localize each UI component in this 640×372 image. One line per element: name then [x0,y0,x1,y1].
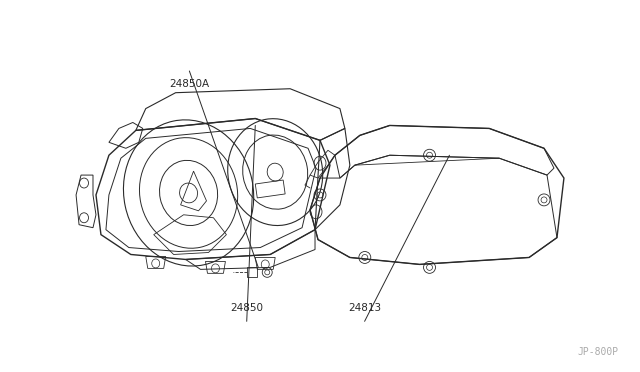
Text: JP-800P: JP-800P [577,347,619,357]
Text: 24850: 24850 [230,304,263,313]
Text: 24813: 24813 [348,304,381,313]
Text: 24850A: 24850A [170,79,209,89]
